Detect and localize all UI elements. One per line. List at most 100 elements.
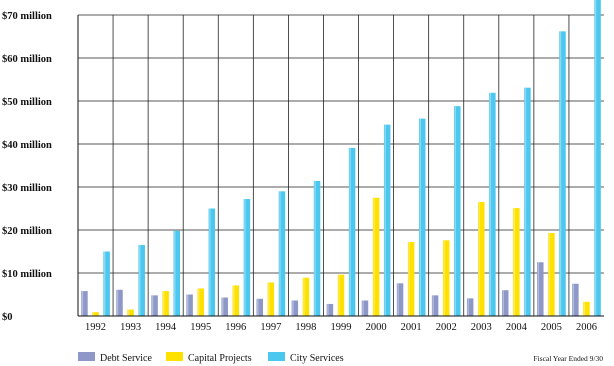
bar-capital-projects-2002: [442, 240, 450, 316]
x-tick-label-2002: 2002: [436, 322, 457, 333]
bar-highlight-city-services-1992: [103, 251, 106, 316]
x-tick-label-2004: 2004: [506, 322, 528, 333]
bar-capital-projects-1998: [302, 277, 310, 316]
bar-highlight-debt-service-2003: [467, 298, 469, 316]
bar-highlight-debt-service-2002: [432, 295, 434, 316]
bar-highlight-capital-projects-2005: [548, 233, 551, 316]
x-tick-label-2003: 2003: [471, 322, 492, 333]
bar-highlight-city-services-1997: [279, 191, 281, 316]
bar-highlight-capital-projects-1997: [268, 282, 270, 316]
bar-highlight-debt-service-2004: [502, 290, 504, 316]
bar-highlight-debt-service-1996: [222, 297, 224, 316]
x-tick-label-1996: 1996: [225, 322, 246, 333]
bar-highlight-city-services-2004: [524, 87, 527, 316]
x-tick-label-1992: 1992: [85, 322, 106, 333]
x-tick-label-2006: 2006: [576, 322, 597, 333]
bar-capital-projects-1999: [337, 274, 345, 316]
y-tick-label-40: $40 million: [2, 140, 52, 151]
bar-city-services-2005: [559, 31, 566, 317]
bar-debt-service-1998: [291, 300, 299, 316]
x-tick-label-2000: 2000: [366, 322, 387, 333]
bar-highlight-capital-projects-1995: [198, 288, 200, 316]
bar-highlight-debt-service-1998: [292, 300, 294, 316]
y-tick-label-60: $60 million: [2, 54, 52, 65]
bar-highlight-city-services-2005: [559, 31, 562, 317]
bar-debt-service-1997: [256, 298, 264, 316]
bar-city-services-1993: [138, 245, 145, 316]
bar-city-services-2004: [524, 87, 531, 316]
bar-highlight-city-services-1996: [244, 199, 246, 316]
bar-highlight-capital-projects-2000: [373, 197, 375, 316]
bar-highlight-city-services-1999: [349, 147, 351, 316]
bar-city-services-2003: [489, 92, 496, 316]
frame-layer: [77, 15, 604, 317]
bar-highlight-city-services-2006: [594, 0, 597, 316]
y-axis-ticks: $0 $10 million $20 million $30 million $40 m…: [2, 11, 52, 323]
x-axis-ticks: 1992 1993 1994 1995 1996 1997 1998 1999 2000 2001…: [85, 322, 597, 333]
bar-highlight-capital-projects-2006: [583, 301, 586, 316]
x-tick-label-1993: 1993: [120, 322, 141, 333]
bar-debt-service-1996: [221, 297, 228, 316]
bar-city-services-2006: [594, 0, 601, 316]
legend-swatch-city-services: [268, 352, 285, 361]
bar-debt-service-1992: [81, 291, 88, 316]
legend-label-city-services: City Services: [290, 353, 344, 364]
bar-highlight-debt-service-1997: [257, 298, 259, 316]
bar-debt-service-2000: [361, 300, 369, 316]
x-tick-label-2005: 2005: [541, 322, 562, 333]
bar-highlight-capital-projects-2001: [408, 242, 410, 316]
bar-highlight-debt-service-1995: [186, 294, 189, 316]
bar-city-services-1997: [278, 191, 286, 316]
bar-highlight-debt-service-2005: [537, 262, 540, 316]
bar-city-services-1996: [243, 199, 251, 316]
legend-swatch-capital-projects: [166, 352, 183, 361]
bar-highlight-city-services-2003: [489, 92, 492, 316]
bar-debt-service-2006: [572, 283, 579, 316]
bar-highlight-debt-service-2001: [397, 283, 399, 316]
bar-highlight-debt-service-1993: [116, 289, 119, 316]
bar-capital-projects-1997: [267, 282, 275, 316]
bar-capital-projects-1993: [127, 309, 134, 316]
bar-highlight-city-services-1994: [174, 230, 176, 316]
bar-highlight-capital-projects-1998: [303, 277, 305, 316]
bar-highlight-city-services-1995: [209, 208, 211, 316]
bar-highlight-capital-projects-2002: [443, 240, 445, 316]
bar-highlight-capital-projects-1994: [163, 291, 165, 316]
bar-highlight-city-services-2000: [384, 124, 386, 317]
y-tick-label-30: $30 million: [2, 183, 52, 194]
footnote: Fiscal Year Ended 9/30: [533, 354, 603, 363]
y-tick-label-20: $20 million: [2, 226, 52, 237]
bar-city-services-1998: [313, 180, 321, 316]
bar-capital-projects-2004: [513, 208, 520, 316]
bar-highlight-debt-service-1999: [327, 303, 329, 316]
bar-highlight-city-services-2002: [454, 106, 457, 316]
y-tick-label-10: $10 million: [2, 269, 52, 280]
legend-label-capital-projects: Capital Projects: [188, 353, 252, 364]
bar-highlight-capital-projects-1996: [233, 285, 235, 316]
bar-capital-projects-1992: [92, 312, 99, 316]
bar-highlight-capital-projects-2004: [513, 208, 516, 316]
bar-highlight-debt-service-2006: [572, 283, 575, 316]
bar-city-services-1999: [348, 147, 356, 316]
bar-debt-service-2001: [396, 283, 404, 316]
bar-city-services-1995: [208, 208, 216, 316]
y-tick-label-50: $50 million: [2, 97, 52, 108]
x-tick-label-1994: 1994: [155, 322, 177, 333]
bar-debt-service-1994: [151, 295, 158, 316]
bar-highlight-debt-service-1994: [151, 295, 154, 316]
bar-city-services-1994: [173, 230, 181, 316]
y-tick-label-0: $0: [2, 312, 13, 323]
bar-highlight-debt-service-2000: [362, 300, 364, 316]
bar-capital-projects-1994: [162, 291, 169, 316]
bar-capital-projects-2005: [548, 233, 555, 316]
bar-highlight-city-services-1993: [139, 245, 141, 316]
bar-highlight-debt-service-1992: [81, 291, 84, 316]
legend-swatch-debt-service: [78, 352, 95, 361]
bar-city-services-1992: [103, 251, 110, 316]
bar-debt-service-1993: [116, 289, 123, 316]
bar-highlight-capital-projects-2003: [478, 202, 481, 316]
bar-debt-service-2005: [537, 262, 544, 316]
bar-city-services-2000: [383, 124, 391, 317]
bar-highlight-capital-projects-1993: [127, 309, 130, 316]
